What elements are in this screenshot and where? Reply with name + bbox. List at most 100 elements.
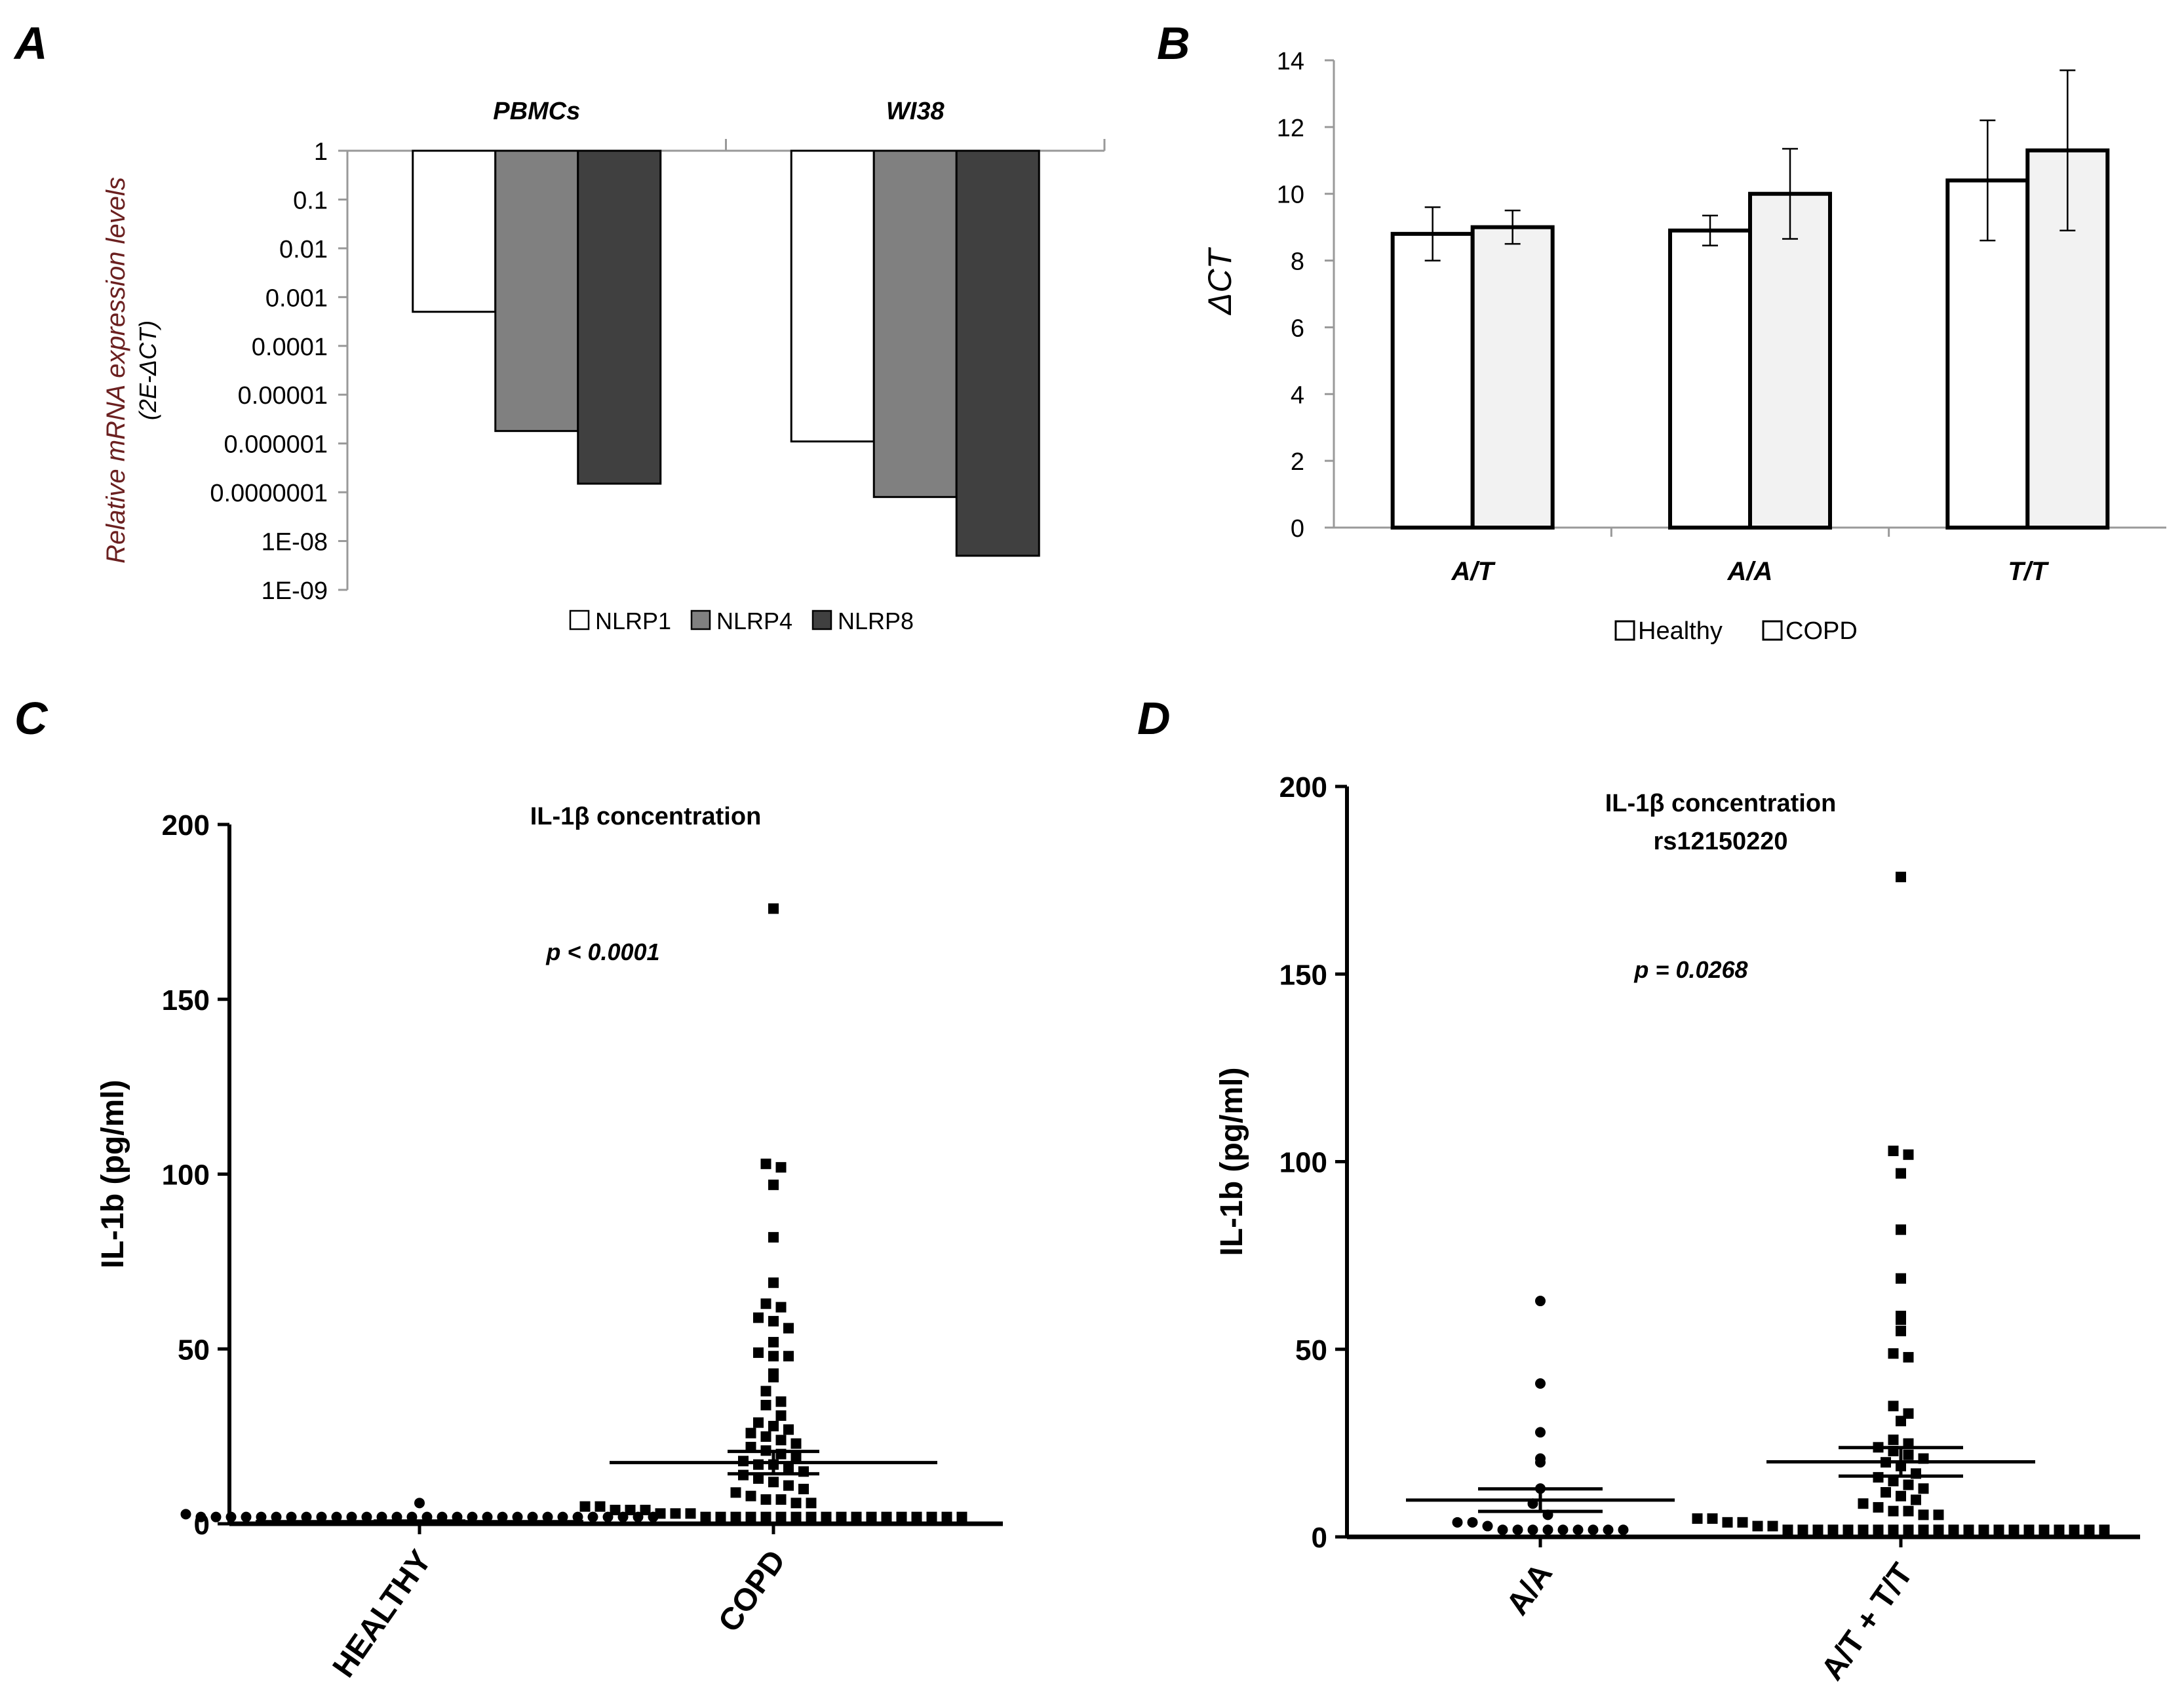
data-point — [745, 1441, 756, 1452]
legend-label-copd: COPD — [1785, 617, 1858, 645]
data-point — [1933, 1509, 1944, 1520]
data-point — [346, 1511, 357, 1522]
y-tick-label: 0 — [1291, 515, 1304, 543]
data-point — [783, 1323, 794, 1334]
data-point — [655, 1508, 666, 1519]
data-point — [1903, 1149, 1914, 1160]
data-point — [1618, 1524, 1629, 1536]
data-point — [1482, 1520, 1493, 1532]
data-point — [1918, 1509, 1929, 1520]
data-point — [1858, 1498, 1869, 1509]
data-point — [775, 1435, 787, 1446]
data-point — [941, 1511, 952, 1522]
data-point — [557, 1511, 568, 1522]
data-point — [768, 1179, 779, 1190]
data-point — [301, 1511, 312, 1522]
y-tick-label: 0.1 — [293, 187, 328, 214]
data-point — [2023, 1524, 2035, 1536]
data-point — [768, 1277, 779, 1288]
y-tick-label: 100 — [162, 1159, 210, 1191]
y-tick-label: 0.0000001 — [210, 480, 328, 507]
data-point — [775, 1396, 787, 1407]
data-point — [783, 1480, 794, 1491]
x-tick-label-a-a: A/A — [1727, 557, 1773, 586]
data-point — [331, 1511, 342, 1522]
data-point — [2038, 1524, 2050, 1536]
group-label-wi38: WI38 — [886, 98, 945, 125]
y-tick-label: 2 — [1291, 448, 1304, 476]
data-point — [497, 1511, 508, 1522]
data-point — [768, 1315, 779, 1326]
data-point — [1978, 1524, 1989, 1536]
data-point — [783, 1462, 794, 1473]
data-point — [225, 1511, 237, 1522]
chart-title: IL-1β concentration — [1605, 790, 1837, 817]
data-point — [775, 1511, 787, 1522]
legend-label-nlrp1: NLRP1 — [595, 608, 671, 634]
data-point — [271, 1511, 282, 1522]
data-point — [1896, 1325, 1906, 1336]
y-axis-label: Relative mRNA expression levels — [102, 177, 130, 564]
data-point — [1588, 1524, 1599, 1536]
bar-nlrp4-pbmcs — [494, 149, 579, 433]
data-point — [482, 1511, 493, 1522]
data-point — [806, 1498, 817, 1509]
bar-copd-a-a — [1748, 191, 1832, 530]
y-tick-label: 0.000001 — [224, 431, 328, 459]
data-point — [1692, 1513, 1703, 1524]
data-point — [210, 1511, 222, 1522]
data-point — [1827, 1524, 1839, 1536]
panel-a-chart: 1 0.1 0.01 0.001 0.0001 0.00001 0.000001 0.0000… — [102, 98, 1106, 634]
data-point — [1903, 1449, 1914, 1460]
y-tick-label: 0.00001 — [238, 382, 328, 410]
y-tick-label: 0.01 — [279, 236, 328, 263]
data-point — [783, 1424, 794, 1435]
data-point — [1452, 1517, 1463, 1528]
data-point — [806, 1511, 817, 1522]
data-point — [2084, 1524, 2095, 1536]
data-point — [1722, 1517, 1733, 1528]
data-point — [896, 1511, 907, 1522]
data-point — [625, 1504, 636, 1515]
data-point — [1881, 1487, 1891, 1498]
data-point — [572, 1511, 583, 1522]
panel-label-c: C — [14, 693, 49, 744]
data-point — [2069, 1524, 2080, 1536]
bar-nlrp8-wi38 — [955, 149, 1040, 557]
data-point — [753, 1473, 764, 1484]
data-point — [195, 1511, 206, 1522]
y-tick-label: 12 — [1277, 115, 1304, 142]
y-tick-label: 0.001 — [265, 284, 328, 312]
data-point — [414, 1498, 425, 1509]
data-point — [753, 1417, 764, 1428]
data-point — [587, 1511, 598, 1522]
data-point — [1858, 1524, 1869, 1536]
data-point — [775, 1410, 787, 1421]
data-point — [1896, 1168, 1906, 1179]
data-point — [745, 1511, 756, 1522]
y-tick-label: 100 — [1279, 1147, 1327, 1179]
panel-label-d: D — [1137, 693, 1171, 744]
data-point — [2054, 1524, 2065, 1536]
data-point — [1535, 1457, 1546, 1468]
data-point — [1896, 1314, 1906, 1325]
chart-title: IL-1β concentration — [530, 803, 762, 830]
bar-nlrp8-pbmcs — [577, 149, 662, 485]
data-point — [821, 1511, 832, 1522]
data-point — [1535, 1427, 1546, 1438]
data-point — [1512, 1524, 1523, 1536]
data-point — [1896, 872, 1906, 883]
data-point — [640, 1504, 651, 1515]
data-point — [1812, 1524, 1823, 1536]
data-point — [911, 1511, 922, 1522]
data-point — [956, 1511, 967, 1522]
data-point — [760, 1298, 771, 1309]
data-point — [1896, 1224, 1906, 1235]
data-point — [768, 1351, 779, 1362]
data-point — [1903, 1505, 1914, 1517]
y-axis-label: ΔCT — [1201, 246, 1238, 315]
data-point — [1557, 1524, 1569, 1536]
data-point — [1888, 1505, 1899, 1517]
data-point — [1993, 1524, 2004, 1536]
